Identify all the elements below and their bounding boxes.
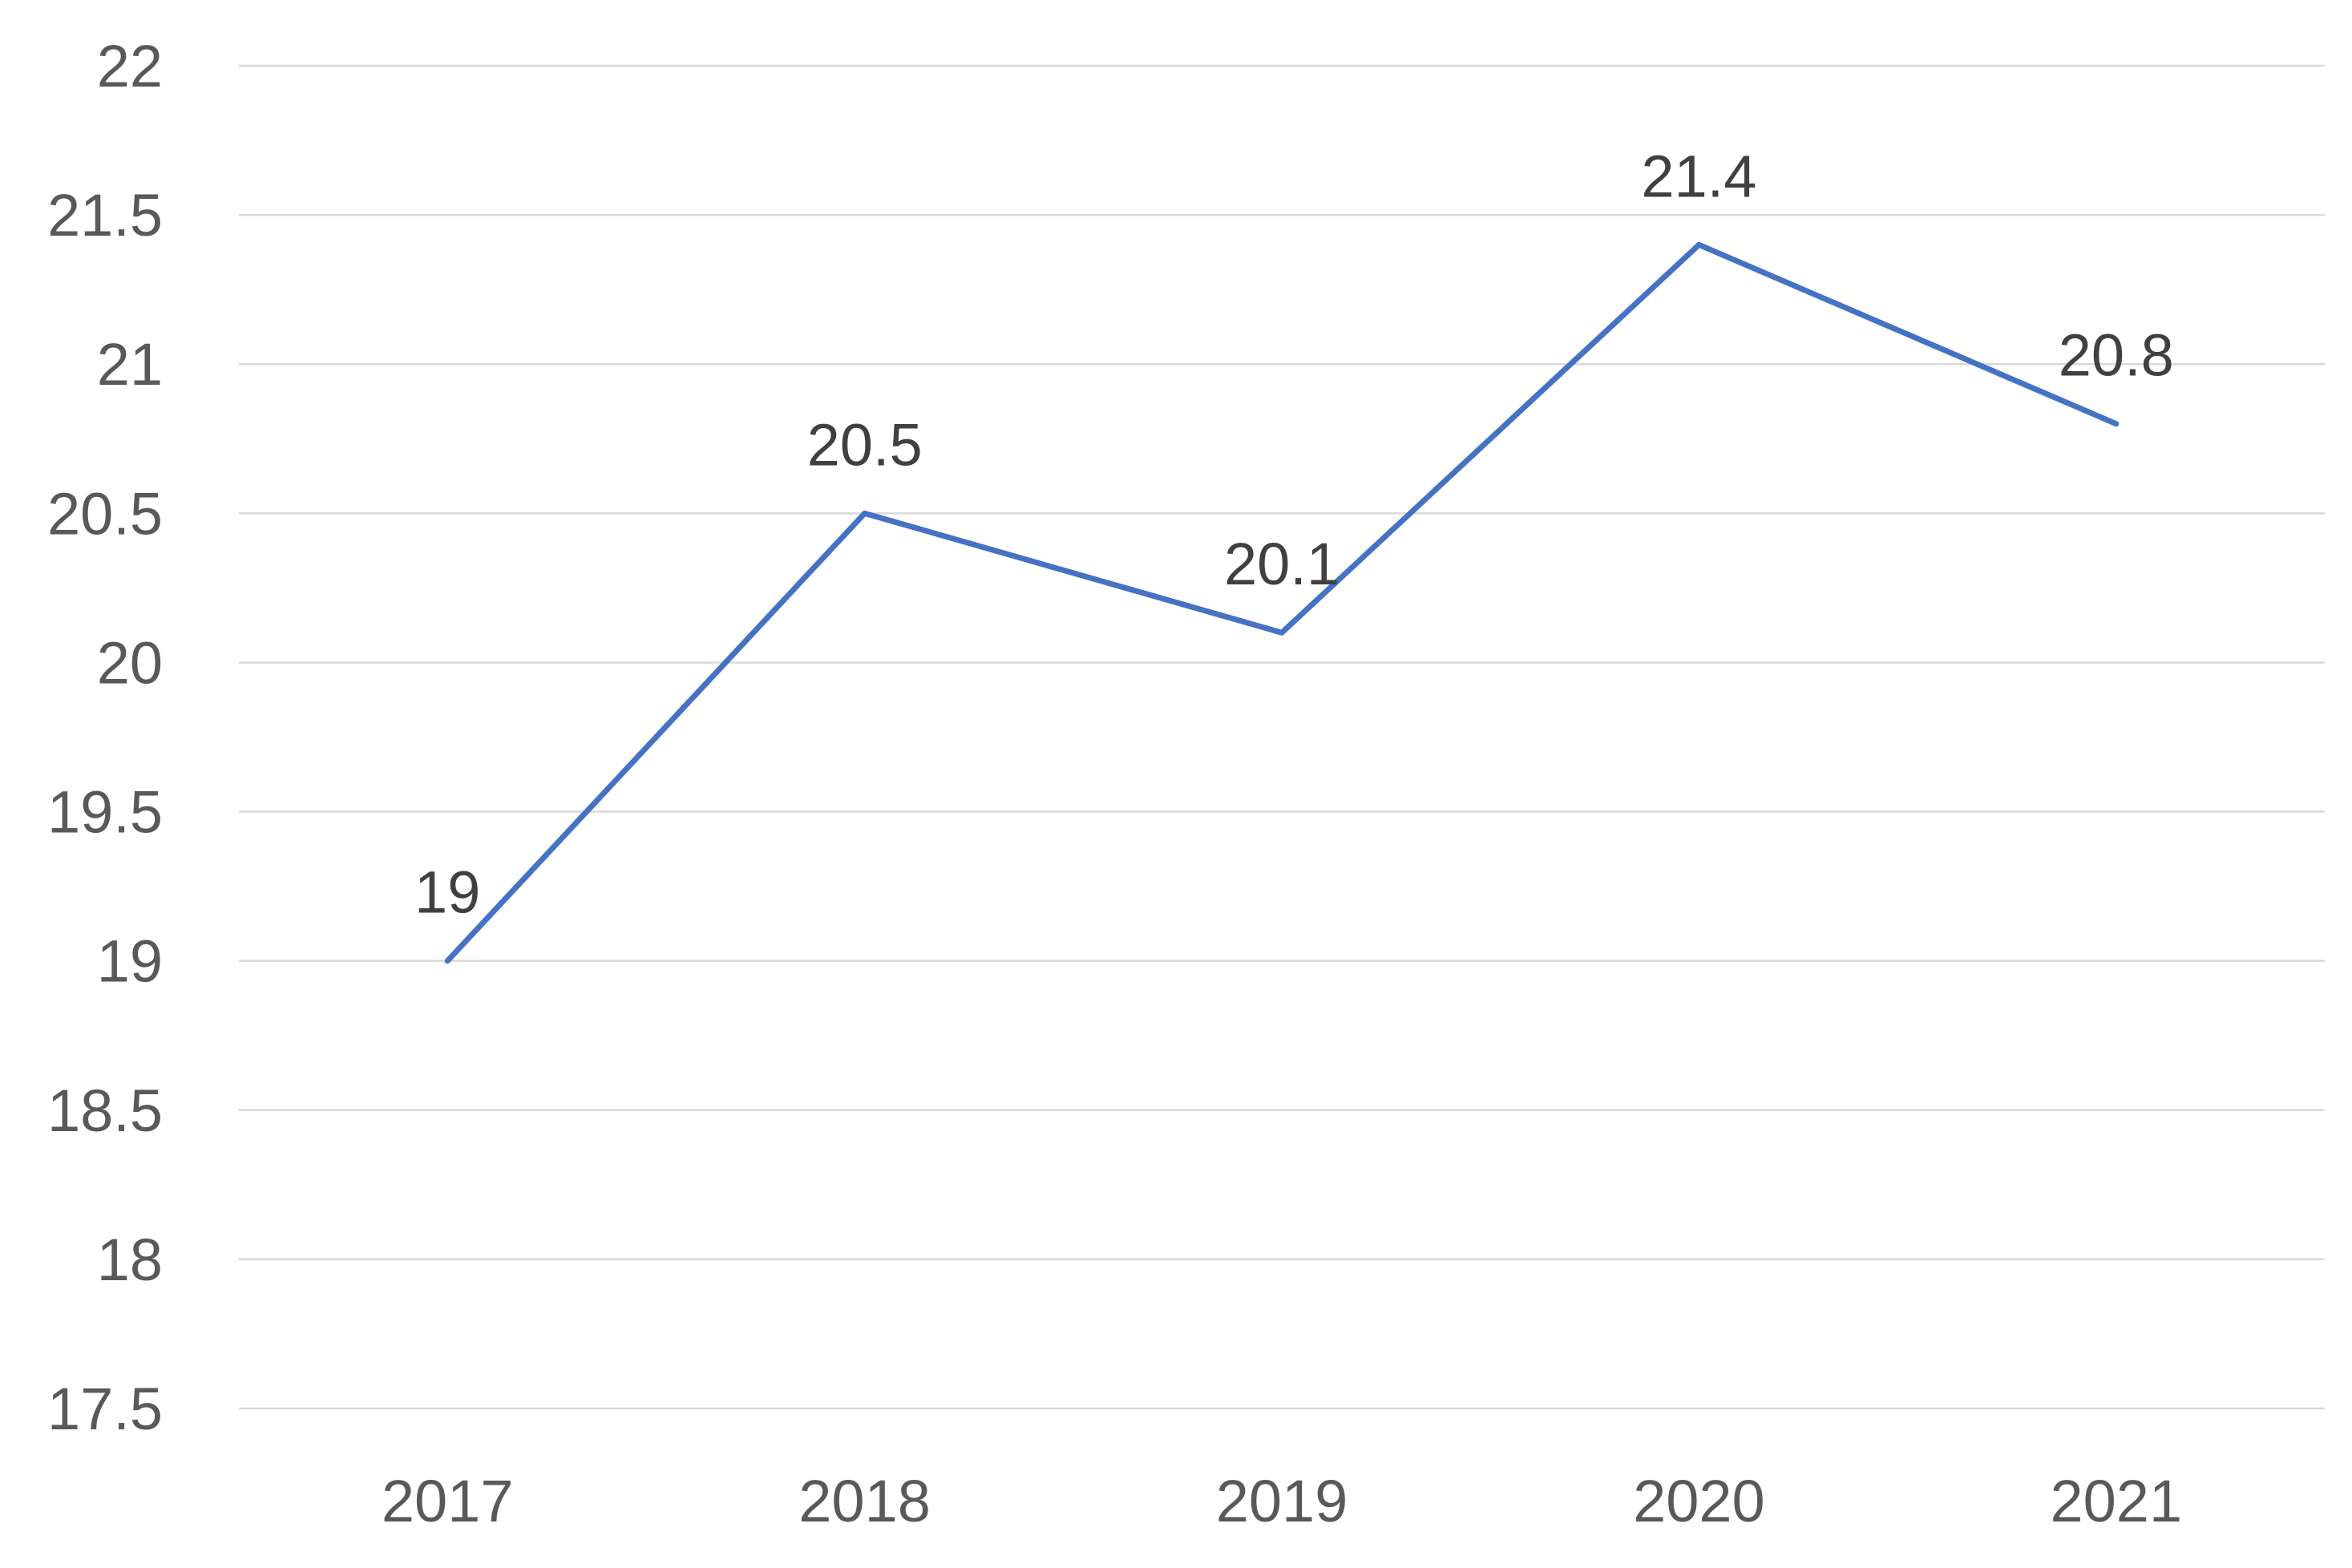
y-tick-label: 19.5 <box>47 779 163 846</box>
series-line <box>444 241 2120 964</box>
y-tick-label: 19 <box>97 928 163 995</box>
x-tick-label: 2021 <box>2050 1468 2182 1534</box>
data-label: 20.8 <box>2059 322 2174 389</box>
data-label: 20.5 <box>807 411 923 478</box>
y-tick-label: 18.5 <box>47 1077 163 1144</box>
data-label: 19 <box>414 859 480 926</box>
gridlines <box>239 64 2325 1410</box>
x-tick-label: 2019 <box>1216 1468 1348 1534</box>
x-tick-label: 2017 <box>382 1468 514 1534</box>
y-tick-label: 20 <box>97 629 163 696</box>
data-labels: 19 20.5 20.1 21.4 20.8 <box>414 143 2174 925</box>
y-tick-label: 18 <box>97 1227 163 1293</box>
series-lines <box>444 241 2120 964</box>
x-axis-tick-labels: 2017 2018 2019 2020 2021 <box>382 1468 2182 1534</box>
y-tick-label: 21 <box>97 331 163 398</box>
y-tick-label: 20.5 <box>47 480 163 547</box>
y-tick-label: 22 <box>97 33 163 99</box>
x-tick-label: 2020 <box>1633 1468 1765 1534</box>
x-tick-label: 2018 <box>798 1468 931 1534</box>
data-label: 21.4 <box>1641 143 1756 209</box>
data-label: 20.1 <box>1224 531 1340 597</box>
y-tick-label: 21.5 <box>47 182 163 249</box>
y-axis-tick-labels: 17.5 18 18.5 19 19.5 20 20.5 21 21.5 22 <box>47 33 163 1442</box>
y-tick-label: 17.5 <box>47 1376 163 1442</box>
